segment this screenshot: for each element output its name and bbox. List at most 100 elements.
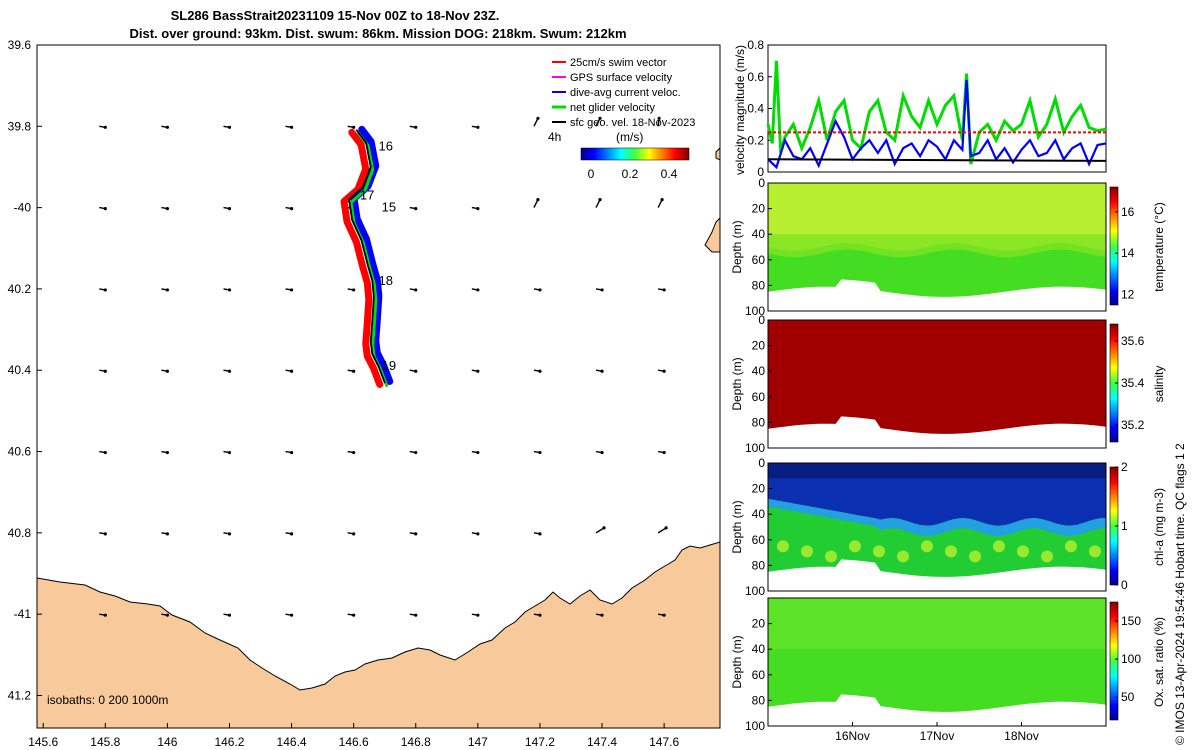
geo-velocity-arrow	[223, 206, 232, 211]
swim-vector-trace	[340, 128, 384, 388]
map-xtick-label: 146.8	[401, 735, 431, 749]
colorbar-tick-label: 0	[1121, 578, 1128, 592]
velocity-ytick-label: 0.2	[747, 133, 764, 147]
geo-velocity-arrow	[595, 613, 604, 617]
velocity-series-line	[767, 79, 1107, 170]
credit-text: © IMOS 13-Apr-2024 19:54:46 Hobart time.…	[1173, 443, 1187, 745]
velocity-panel: 0 0.2 0.4 0.6 0.8 velocity magnitude (m/s)	[733, 38, 1107, 179]
geo-velocity-arrow	[347, 450, 356, 455]
chl-patch	[1065, 540, 1077, 553]
velocity-ytick-label: 0	[757, 165, 764, 179]
chl-patch	[825, 550, 837, 563]
map-xtick-label: 146.4	[277, 735, 307, 749]
colorbar-label: chl-a (mg m-3)	[1152, 488, 1166, 566]
section-ytick-label: 80	[752, 693, 766, 707]
velocity-y-ticks: 0 0.2 0.4 0.6 0.8	[747, 38, 772, 179]
isobaths-note: isobaths: 0 200 1000m	[47, 693, 168, 707]
geo-velocity-arrow	[285, 125, 294, 129]
geo-velocity-arrow	[471, 532, 480, 536]
section-ytick-label: 20	[752, 202, 766, 216]
map-colorbar	[580, 147, 690, 161]
track-day-label: 16	[379, 139, 393, 154]
legend-geo: sfc geo. vel. 18-Nov-2023	[570, 117, 695, 129]
glider-track	[340, 125, 394, 388]
geo-velocity-arrow	[595, 450, 604, 455]
colorbar-tick-label: 2	[1121, 460, 1128, 474]
section-ytick-label: 60	[752, 253, 766, 267]
velocity-ylabel: velocity magnitude (m/s)	[733, 45, 747, 175]
colorbar-tick-label: 150	[1121, 614, 1141, 628]
map-ytick-label: -41	[14, 607, 32, 621]
chl-patch	[993, 540, 1005, 553]
geo-velocity-arrow	[161, 532, 169, 536]
geo-velocity-arrow	[471, 369, 480, 373]
map-xtick-label: 147	[468, 735, 488, 749]
section-frame	[767, 182, 1107, 312]
chl-patch	[777, 540, 789, 553]
geo-velocity-arrow	[99, 450, 107, 455]
island-small	[715, 147, 720, 161]
temperature-mid-field	[768, 234, 1106, 258]
track-day-label: 15	[382, 200, 396, 215]
title-line-1: SL286 BassStrait20231109 15-Nov 00Z to 1…	[171, 8, 500, 23]
geo-velocity-arrow	[223, 288, 232, 292]
geo-velocity-arrow	[533, 369, 542, 373]
geo-velocity-arrow	[223, 450, 232, 455]
geo-velocity-arrow	[533, 532, 542, 536]
section-ytick-label: 20	[752, 482, 766, 496]
temperature-upper-field	[768, 183, 1106, 251]
legend-swim: 25cm/s swim vector	[570, 57, 667, 69]
colorbar-tick-label: 16	[1121, 205, 1135, 219]
colorbar-label: salinity	[1152, 366, 1166, 403]
map-ytick-label: 41.2	[8, 688, 32, 702]
section-panel: 0 20 40 60 80 100 Depth (m) 35.2 35.4 35.6 salinit…	[730, 313, 1166, 455]
geo-velocity-arrow	[595, 288, 604, 292]
colorbar-label: Ox. sat. ratio (%)	[1152, 617, 1166, 707]
salinity-field	[768, 320, 1106, 434]
colorbar-label: (m/s)	[616, 130, 643, 144]
colorbar-tick-2: 0.4	[661, 167, 678, 181]
geo-velocity-arrow	[657, 198, 664, 208]
legend-gps: GPS surface velocity	[570, 72, 673, 84]
colorbar-tick-label: 14	[1121, 246, 1135, 260]
geo-velocity-arrow	[223, 369, 232, 373]
geo-velocity-arrow	[285, 369, 294, 373]
section-ylabel: Depth (m)	[730, 220, 744, 273]
colorbar-tick-label: 1	[1121, 519, 1128, 533]
map-ytick-label: 40.4	[8, 363, 32, 377]
geo-velocity-arrow	[658, 288, 666, 292]
section-ylabel: Depth (m)	[730, 635, 744, 688]
chl-top-layer	[768, 463, 1106, 479]
geo-velocity-arrow	[347, 125, 356, 129]
geo-velocity-arrow	[99, 288, 107, 292]
geo-velocity-arrow	[99, 125, 107, 129]
section-panel: 20 40 60 80 100 Depth (m) 50 100 150 Ox. sat. rat…	[730, 597, 1166, 743]
geo-velocity-arrow	[285, 532, 294, 536]
map-axis-ticks: 145.6 145.8 146 146.2 146.4 146.6 146.8 147 147.…	[8, 38, 680, 749]
section-ytick-label: 20	[752, 339, 766, 353]
geo-velocity-arrow	[658, 369, 666, 373]
geo-velocity-arrow	[471, 613, 480, 617]
map-ytick-label: 40.8	[8, 526, 32, 540]
surface-geostrophic-arrows	[99, 116, 668, 617]
geo-velocity-arrow	[471, 125, 480, 129]
track-day-label: 17	[360, 187, 374, 202]
geo-velocity-arrow	[99, 369, 107, 373]
colorbar-tick-label: 35.4	[1121, 376, 1145, 390]
track-day-labels: 16 17 15 18 19	[360, 139, 396, 374]
velocity-ytick-label: 0.6	[747, 70, 764, 84]
geo-velocity-arrow	[657, 116, 661, 127]
track-day-label: 19	[382, 358, 396, 373]
map-xtick-label: 147.6	[649, 735, 679, 749]
chl-patch	[801, 545, 813, 558]
land-tasmania	[37, 541, 720, 728]
section-panel: 0 20 40 60 80 100 Depth (m) 0 1 2 chl-a (mg m-3)	[730, 456, 1166, 598]
geo-velocity-arrow	[409, 532, 418, 536]
velocity-frame	[767, 44, 1107, 173]
section-ytick-label: 80	[752, 415, 766, 429]
section-ytick-label: 60	[752, 390, 766, 404]
geo-velocity-arrow	[471, 288, 480, 292]
geo-velocity-arrow	[347, 288, 356, 292]
glider-path	[348, 129, 386, 384]
